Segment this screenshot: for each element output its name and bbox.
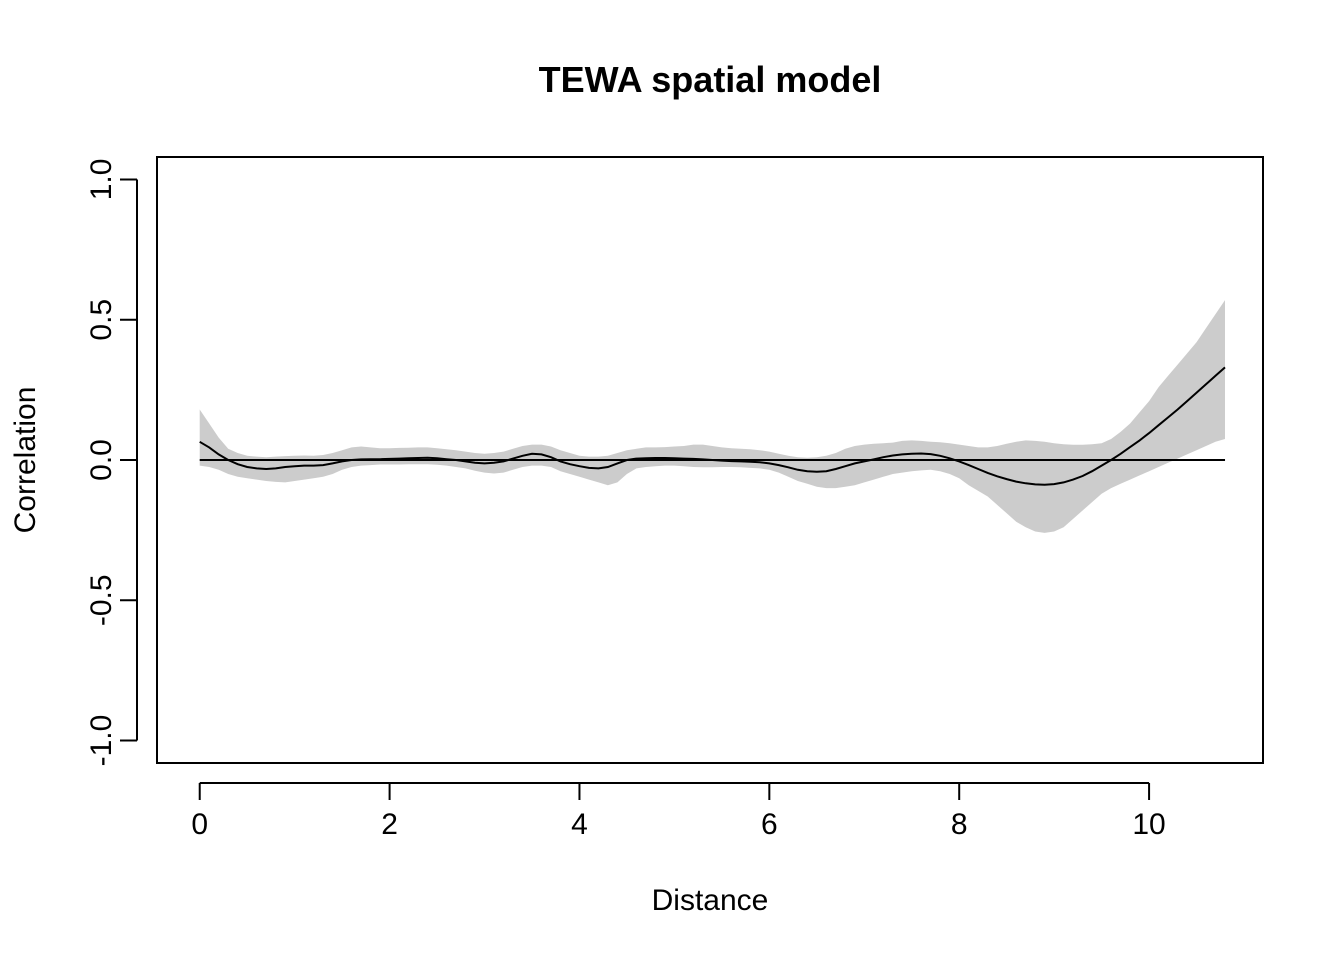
- y-tick-label: 0.5: [85, 299, 118, 341]
- series-line: [199, 366, 1226, 486]
- x-tick-label: 2: [381, 808, 398, 841]
- y-tick-label: -0.5: [85, 574, 118, 626]
- x-tick-label: 10: [1132, 808, 1165, 841]
- x-axis-label: Distance: [652, 884, 769, 917]
- x-tick-label: 0: [191, 808, 208, 841]
- x-tick-label: 4: [571, 808, 588, 841]
- y-tick-label: 1.0: [85, 159, 118, 201]
- confidence-band: [199, 300, 1226, 533]
- y-axis-label: Correlation: [9, 387, 42, 534]
- plot-frame: [156, 156, 1264, 764]
- chart-title: TEWA spatial model: [539, 59, 882, 100]
- y-tick-label: 0.0: [85, 439, 118, 481]
- x-axis: 0 2 4 6 8 10: [191, 782, 1166, 841]
- x-tick-label: 8: [951, 808, 968, 841]
- y-axis: -1.0 -0.5 0.0 0.5 1.0: [85, 159, 138, 767]
- y-tick-label: -1.0: [85, 715, 118, 767]
- x-tick-label: 6: [761, 808, 778, 841]
